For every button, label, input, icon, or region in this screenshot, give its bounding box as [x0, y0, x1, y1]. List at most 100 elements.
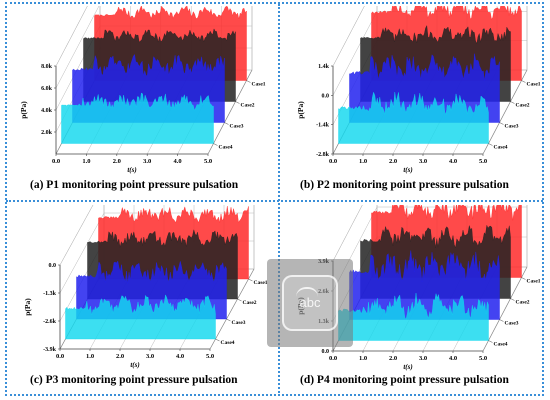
caption-c: (c) P3 monitoring point pressure pulsati…	[30, 374, 238, 386]
top-depth-line	[55, 6, 88, 67]
series-label-tick	[213, 143, 218, 146]
series-label-case4: Case4	[494, 145, 508, 151]
figure-frame	[5, 2, 544, 396]
y-tick-label: 4.0k	[41, 108, 53, 114]
series-ribbon-case4	[61, 92, 214, 144]
y-axis-label: p(Pa)	[19, 101, 28, 119]
series-label-case2: Case2	[243, 300, 257, 306]
x-tick-label: 4.0	[449, 158, 457, 165]
series-label-case3: Case3	[230, 124, 244, 130]
y-tick-label: -1.4k	[316, 123, 329, 129]
series-ribbon-case4	[338, 91, 489, 144]
chart-a-svg: Case1 Case2 Case3 Case4 0.0 1.0 2.0 3.0 4.0 5.0 t(…	[19, 6, 266, 174]
y-tick-label: 2.0k	[41, 130, 53, 136]
x-tick-label: 1.0	[82, 158, 90, 165]
y-tick-label: -3.9k	[43, 347, 56, 353]
series-label-case2: Case2	[516, 300, 530, 306]
series-label-case3: Case3	[232, 320, 246, 326]
x-axis-label: t(s)	[403, 166, 412, 174]
y-tick-label: -2.6k	[43, 319, 56, 325]
series-label-tick	[510, 298, 515, 301]
panel-c-chart: Case1 Case2 Case3 Case4 0.0 1.0 2.0 3.0 4.0 5.0 t(…	[8, 205, 276, 373]
x-tick-label: 5.0	[204, 158, 212, 165]
watermark-text: abc	[299, 295, 321, 310]
top-depth-line	[332, 6, 365, 67]
chart-d-svg: Case1 Case2 Case3 Case4 0.0 1.0 2.0 3.0 4.0 5.0 t(…	[296, 205, 541, 371]
x-tick-label: 2.0	[116, 353, 124, 360]
y-axis-label: p(Pa)	[296, 101, 305, 119]
series-label-tick	[248, 278, 253, 282]
y-tick-label: 1.4k	[318, 64, 330, 70]
series-label-case4: Case4	[219, 145, 233, 151]
depth-axis-right	[207, 69, 253, 155]
x-tick-label: 3.0	[143, 158, 151, 165]
side-grid-line	[59, 212, 105, 294]
x-tick-label: 3.0	[146, 353, 154, 360]
y-tick-label: -1.3k	[43, 291, 56, 297]
watermark-overlay: abc	[267, 259, 353, 347]
x-tick-label: 0.0	[329, 355, 337, 362]
x-tick-label: 1.0	[359, 355, 367, 362]
x-axis-label: t(s)	[130, 361, 139, 369]
y-axis-label: p(Pa)	[23, 298, 32, 316]
x-tick-label: 4.0	[176, 353, 184, 360]
series-label-tick	[488, 143, 493, 146]
panel-d-chart: Case1 Case2 Case3 Case4 0.0 1.0 2.0 3.0 4.0 5.0 t(…	[281, 205, 541, 373]
depth-axis-right	[482, 266, 528, 352]
series-label-case1: Case1	[527, 82, 541, 88]
x-tick-label: 0.0	[52, 158, 60, 165]
y-tick-label: 0.0	[322, 349, 330, 355]
series-label-case4: Case4	[221, 340, 235, 346]
series-label-tick	[237, 298, 242, 302]
side-grid-line	[332, 11, 378, 96]
series-label-tick	[226, 318, 231, 322]
watermark-icon: abc	[282, 275, 338, 331]
watermark-curve-icon	[296, 287, 318, 297]
caption-b: (b) P2 monitoring point pressure pulsati…	[300, 179, 509, 191]
x-tick-label: 4.0	[174, 158, 182, 165]
x-tick-label: 5.0	[479, 355, 487, 362]
depth-axis-right	[209, 268, 255, 350]
panel-b-chart: Case1 Case2 Case3 Case4 0.0 1.0 2.0 3.0 4.0 5.0 t(…	[281, 6, 541, 176]
chart-b-svg: Case1 Case2 Case3 Case4 0.0 1.0 2.0 3.0 4.0 5.0 t(…	[296, 6, 541, 174]
series-label-tick	[499, 319, 504, 322]
caption-d: (d) P4 monitoring point pressure pulsati…	[300, 374, 509, 386]
series-label-case1: Case1	[527, 279, 541, 285]
x-tick-label: 1.0	[86, 353, 94, 360]
x-tick-label: 1.0	[359, 158, 367, 165]
y-tick-label: 0.0	[49, 263, 57, 269]
x-tick-label: 5.0	[479, 158, 487, 165]
y-tick-label: 8.0k	[41, 64, 53, 70]
series-label-case2: Case2	[516, 103, 530, 109]
x-tick-label: 3.0	[419, 158, 427, 165]
y-tick-label: 6.0k	[41, 86, 53, 92]
depth-axis-right	[482, 69, 528, 155]
x-tick-label: 4.0	[449, 355, 457, 362]
series-label-case2: Case2	[241, 103, 255, 109]
series-label-tick	[246, 80, 251, 83]
series-label-case3: Case3	[505, 321, 519, 327]
series-label-case4: Case4	[494, 342, 508, 348]
series-label-tick	[521, 80, 526, 83]
series-label-tick	[224, 122, 229, 125]
panel-a-chart: Case1 Case2 Case3 Case4 0.0 1.0 2.0 3.0 4.0 5.0 t(…	[8, 6, 276, 176]
x-tick-label: 2.0	[389, 158, 397, 165]
x-tick-label: 0.0	[56, 353, 64, 360]
x-axis-label: t(s)	[127, 166, 136, 174]
caption-a: (a) P1 monitoring point pressure pulsati…	[30, 179, 239, 191]
series-label-tick	[235, 101, 240, 104]
chart-c-svg: Case1 Case2 Case3 Case4 0.0 1.0 2.0 3.0 4.0 5.0 t(…	[23, 205, 268, 369]
side-grid-line	[55, 6, 100, 89]
x-axis-label: t(s)	[403, 363, 412, 371]
series-ribbon-case4	[65, 294, 216, 340]
top-depth-line	[59, 205, 94, 266]
x-tick-label: 5.0	[206, 353, 214, 360]
y-tick-label: -2.8k	[316, 152, 329, 158]
series-ribbon-case4	[338, 293, 489, 341]
series-label-tick	[510, 101, 515, 104]
x-tick-label: 2.0	[389, 355, 397, 362]
x-tick-label: 2.0	[113, 158, 121, 165]
top-depth-line	[332, 205, 363, 262]
y-tick-label: 0.0	[322, 93, 330, 99]
series-label-tick	[521, 277, 526, 280]
